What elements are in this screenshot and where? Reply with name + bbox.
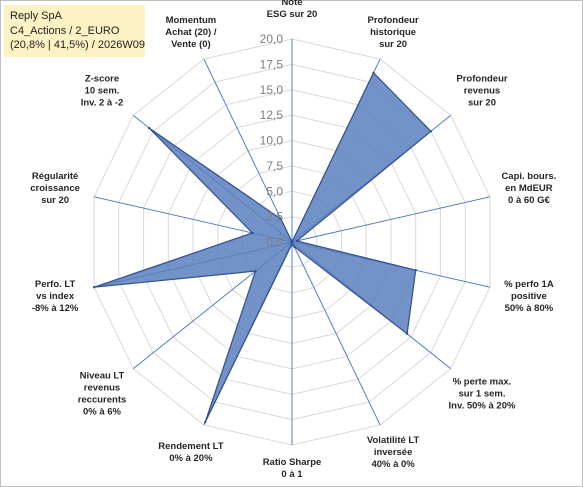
- tick-label: 12,5: [260, 108, 284, 122]
- portfolio-label: C4_Actions / 2_EURO: [10, 24, 120, 37]
- axis-label-line: 50% à 80%: [505, 303, 554, 314]
- axis-label-line: Capi. bours.: [501, 171, 556, 182]
- axis-label-line: Achat (20) /: [165, 27, 217, 38]
- axis-label: Note ESG sur 20: [267, 0, 318, 20]
- data-point: [279, 217, 283, 221]
- axis-label: Ratio Sharpe 0 à 1: [263, 457, 322, 480]
- axis-label-line: sur 1 sem.: [459, 389, 506, 400]
- axis-label: Régularité croissance sur 20: [30, 171, 80, 206]
- axis-label-line: 0% à 20%: [169, 453, 213, 464]
- axis-label-line: -8% à 12%: [32, 303, 79, 314]
- data-point: [290, 240, 294, 244]
- data-point: [429, 130, 433, 133]
- data-point: [148, 126, 151, 130]
- axis-label-line: sur 20: [379, 39, 407, 50]
- axis-label-line: 40% à 0%: [371, 459, 415, 470]
- data-point: [204, 421, 207, 424]
- data-point: [92, 286, 96, 289]
- axis-label: Perfo. LT vs index -8% à 12%: [32, 279, 79, 314]
- axis-label-line: 0 à 1: [281, 469, 303, 480]
- data-point: [251, 231, 254, 235]
- axis-label: Momentum Achat (20) / Vente (0): [165, 15, 217, 50]
- axis-label-line: Inv. 2 à -2: [81, 98, 124, 109]
- tick-label: 15,0: [260, 83, 284, 97]
- data-point: [290, 242, 294, 246]
- axis-label-line: revenus: [464, 86, 500, 97]
- axis-label-line: Volatilité LT: [367, 435, 420, 446]
- axis-label-line: historique: [370, 27, 416, 38]
- series-area: [93, 71, 432, 423]
- data-point: [254, 269, 257, 273]
- axis-label-line: Niveau LT: [80, 371, 125, 382]
- axis-label-line: Z-score: [85, 74, 119, 85]
- axis-label: Profondeur historique sur 20: [367, 15, 418, 50]
- axis-label: Profondeur revenus sur 20: [456, 74, 507, 109]
- tick-label: 17,5: [260, 57, 284, 71]
- axis-label-line: Momentum: [166, 15, 217, 26]
- axis-label-line: % perfo 1A: [504, 279, 554, 290]
- axis-spoke: [291, 196, 491, 243]
- data-point: [293, 245, 296, 248]
- axis-label-line: inversée: [374, 447, 413, 458]
- axis-label-line: vs index: [36, 291, 75, 302]
- data-point: [295, 239, 299, 243]
- axis-label-line: croissance: [30, 183, 80, 194]
- axis-label-line: Perfo. LT: [35, 279, 76, 290]
- axis-label-line: sur 20: [468, 98, 496, 109]
- data-point: [405, 332, 409, 335]
- axis-spoke: [203, 58, 293, 243]
- axis-label-line: Note: [281, 0, 302, 8]
- axis-spoke: [291, 241, 381, 426]
- tick-label: 0,0: [266, 235, 283, 249]
- stats-label: (20,8% | 41,5%) / 2026W09: [10, 39, 145, 51]
- axis-label: Z-score 10 sem. Inv. 2 à -2: [81, 74, 124, 109]
- axis-label-line: reccurents: [78, 395, 127, 406]
- axis-label-line: Rendement LT: [158, 441, 223, 452]
- axis-label-line: 10 sem.: [85, 86, 120, 97]
- tick-label: 10,0: [260, 134, 284, 148]
- axis-label-line: revenus: [84, 383, 120, 394]
- axis-label-line: Ratio Sharpe: [263, 457, 322, 468]
- data-point: [414, 269, 417, 272]
- company-name: Reply SpA: [10, 10, 62, 22]
- axis-label: Volatilité LT inversée 40% à 0%: [367, 435, 420, 470]
- data-point: [372, 71, 375, 75]
- tick-label: 2,5: [266, 210, 283, 224]
- axis-label-line: en MdEUR: [505, 183, 553, 194]
- axis-label: Capi. bours. en MdEUR 0 à 60 G€: [501, 171, 556, 206]
- axis-label-line: positive: [511, 291, 547, 302]
- axis-label-line: 0% à 6%: [83, 407, 122, 418]
- axis-label: Rendement LT 0% à 20%: [158, 441, 223, 464]
- axis-label: % perfo 1A positive 50% à 80%: [504, 279, 554, 314]
- axis-label-line: Régularité: [32, 171, 78, 182]
- tick-label: 5,0: [266, 184, 283, 198]
- tick-label: 7,5: [266, 159, 283, 173]
- axis-label: Niveau LT revenus reccurents 0% à 6%: [78, 371, 127, 418]
- axis-label-line: Vente (0): [171, 39, 211, 50]
- axis-label-line: 0 à 60 G€: [508, 195, 550, 206]
- axis-label-line: Profondeur: [367, 15, 418, 26]
- chart-title-box: Reply SpA C4_Actions / 2_EURO (20,8% | 4…: [4, 5, 145, 57]
- axis-label-line: Profondeur: [456, 74, 507, 85]
- axis-label-line: % perte max.: [453, 377, 512, 388]
- axis-label: % perte max. sur 1 sem. Inv. 50% à 20%: [449, 377, 516, 412]
- axis-label-line: ESG sur 20: [267, 9, 318, 20]
- tick-label: 20,0: [260, 32, 284, 46]
- axis-label-line: Inv. 50% à 20%: [449, 401, 516, 412]
- axis-label-line: sur 20: [41, 195, 69, 206]
